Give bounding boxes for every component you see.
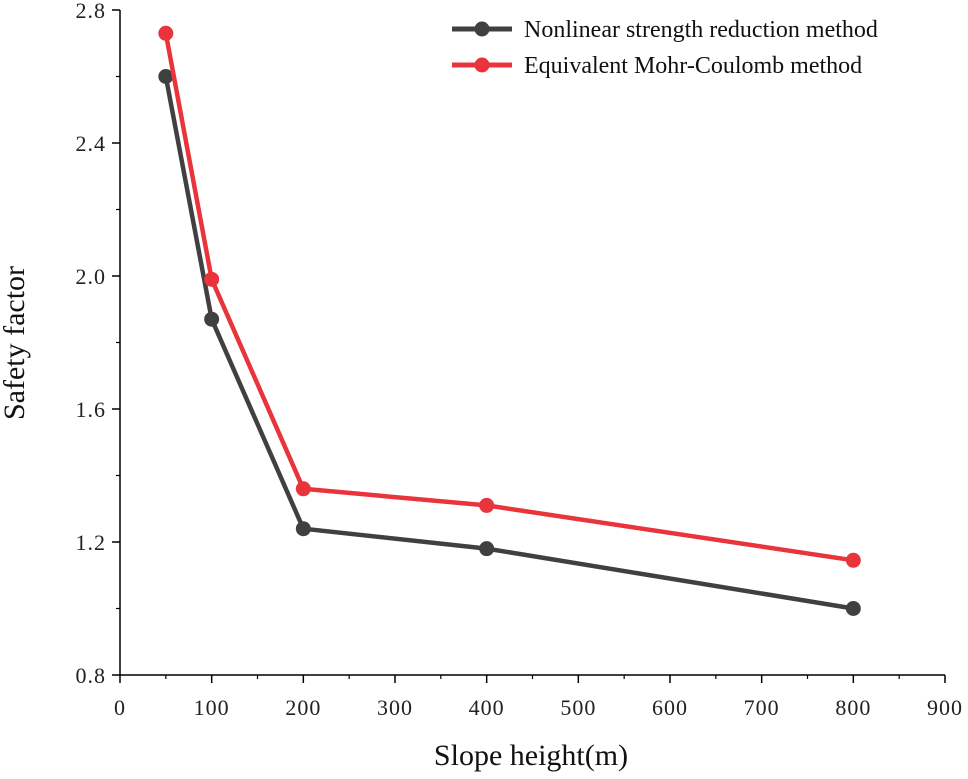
y-tick-label: 2.4 [76, 131, 107, 156]
legend-marker-equivalent [474, 57, 490, 73]
y-tick-label: 1.2 [76, 530, 107, 555]
legend: Nonlinear strength reduction method Equi… [452, 17, 878, 79]
data-point [479, 541, 495, 557]
x-tick-label: 900 [927, 695, 963, 720]
data-point [295, 481, 311, 497]
y-tick-label: 1.6 [76, 397, 107, 422]
data-point [204, 311, 220, 327]
y-axis-title: Safety factor [0, 266, 31, 420]
series-1 [158, 25, 861, 568]
data-point [158, 69, 174, 84]
x-tick-label: 100 [194, 695, 230, 720]
y-axis-ticks: 0.8 1.2 1.6 2.0 2.4 2.8 [76, 0, 120, 688]
x-tick-label: 700 [744, 695, 780, 720]
data-point [204, 271, 220, 287]
x-tick-label: 800 [835, 695, 871, 720]
y-tick-label: 2.0 [76, 264, 107, 289]
x-tick-label: 0 [114, 695, 126, 720]
data-point [158, 25, 174, 41]
series-0 [158, 69, 861, 616]
x-axis-title: Slope height(m) [434, 739, 628, 772]
axes [119, 10, 945, 676]
data-point [845, 552, 861, 568]
x-axis-ticks: 0 100 200 300 400 500 600 700 800 900 [114, 675, 963, 720]
data-point [479, 497, 495, 513]
legend-label-equivalent: Equivalent Mohr-Coulomb method [524, 53, 862, 79]
y-tick-label: 2.8 [76, 0, 107, 23]
legend-marker-nonlinear [474, 21, 490, 37]
series-layer [158, 25, 861, 616]
legend-label-nonlinear: Nonlinear strength reduction method [524, 17, 878, 43]
data-point [845, 601, 861, 616]
data-point [295, 521, 311, 537]
series-line [163, 32, 854, 563]
x-tick-label: 200 [285, 695, 321, 720]
x-tick-label: 400 [469, 695, 505, 720]
series-line [163, 76, 854, 611]
x-tick-label: 300 [377, 695, 413, 720]
x-tick-label: 600 [652, 695, 688, 720]
y-tick-label: 0.8 [76, 663, 107, 688]
x-tick-label: 500 [560, 695, 596, 720]
